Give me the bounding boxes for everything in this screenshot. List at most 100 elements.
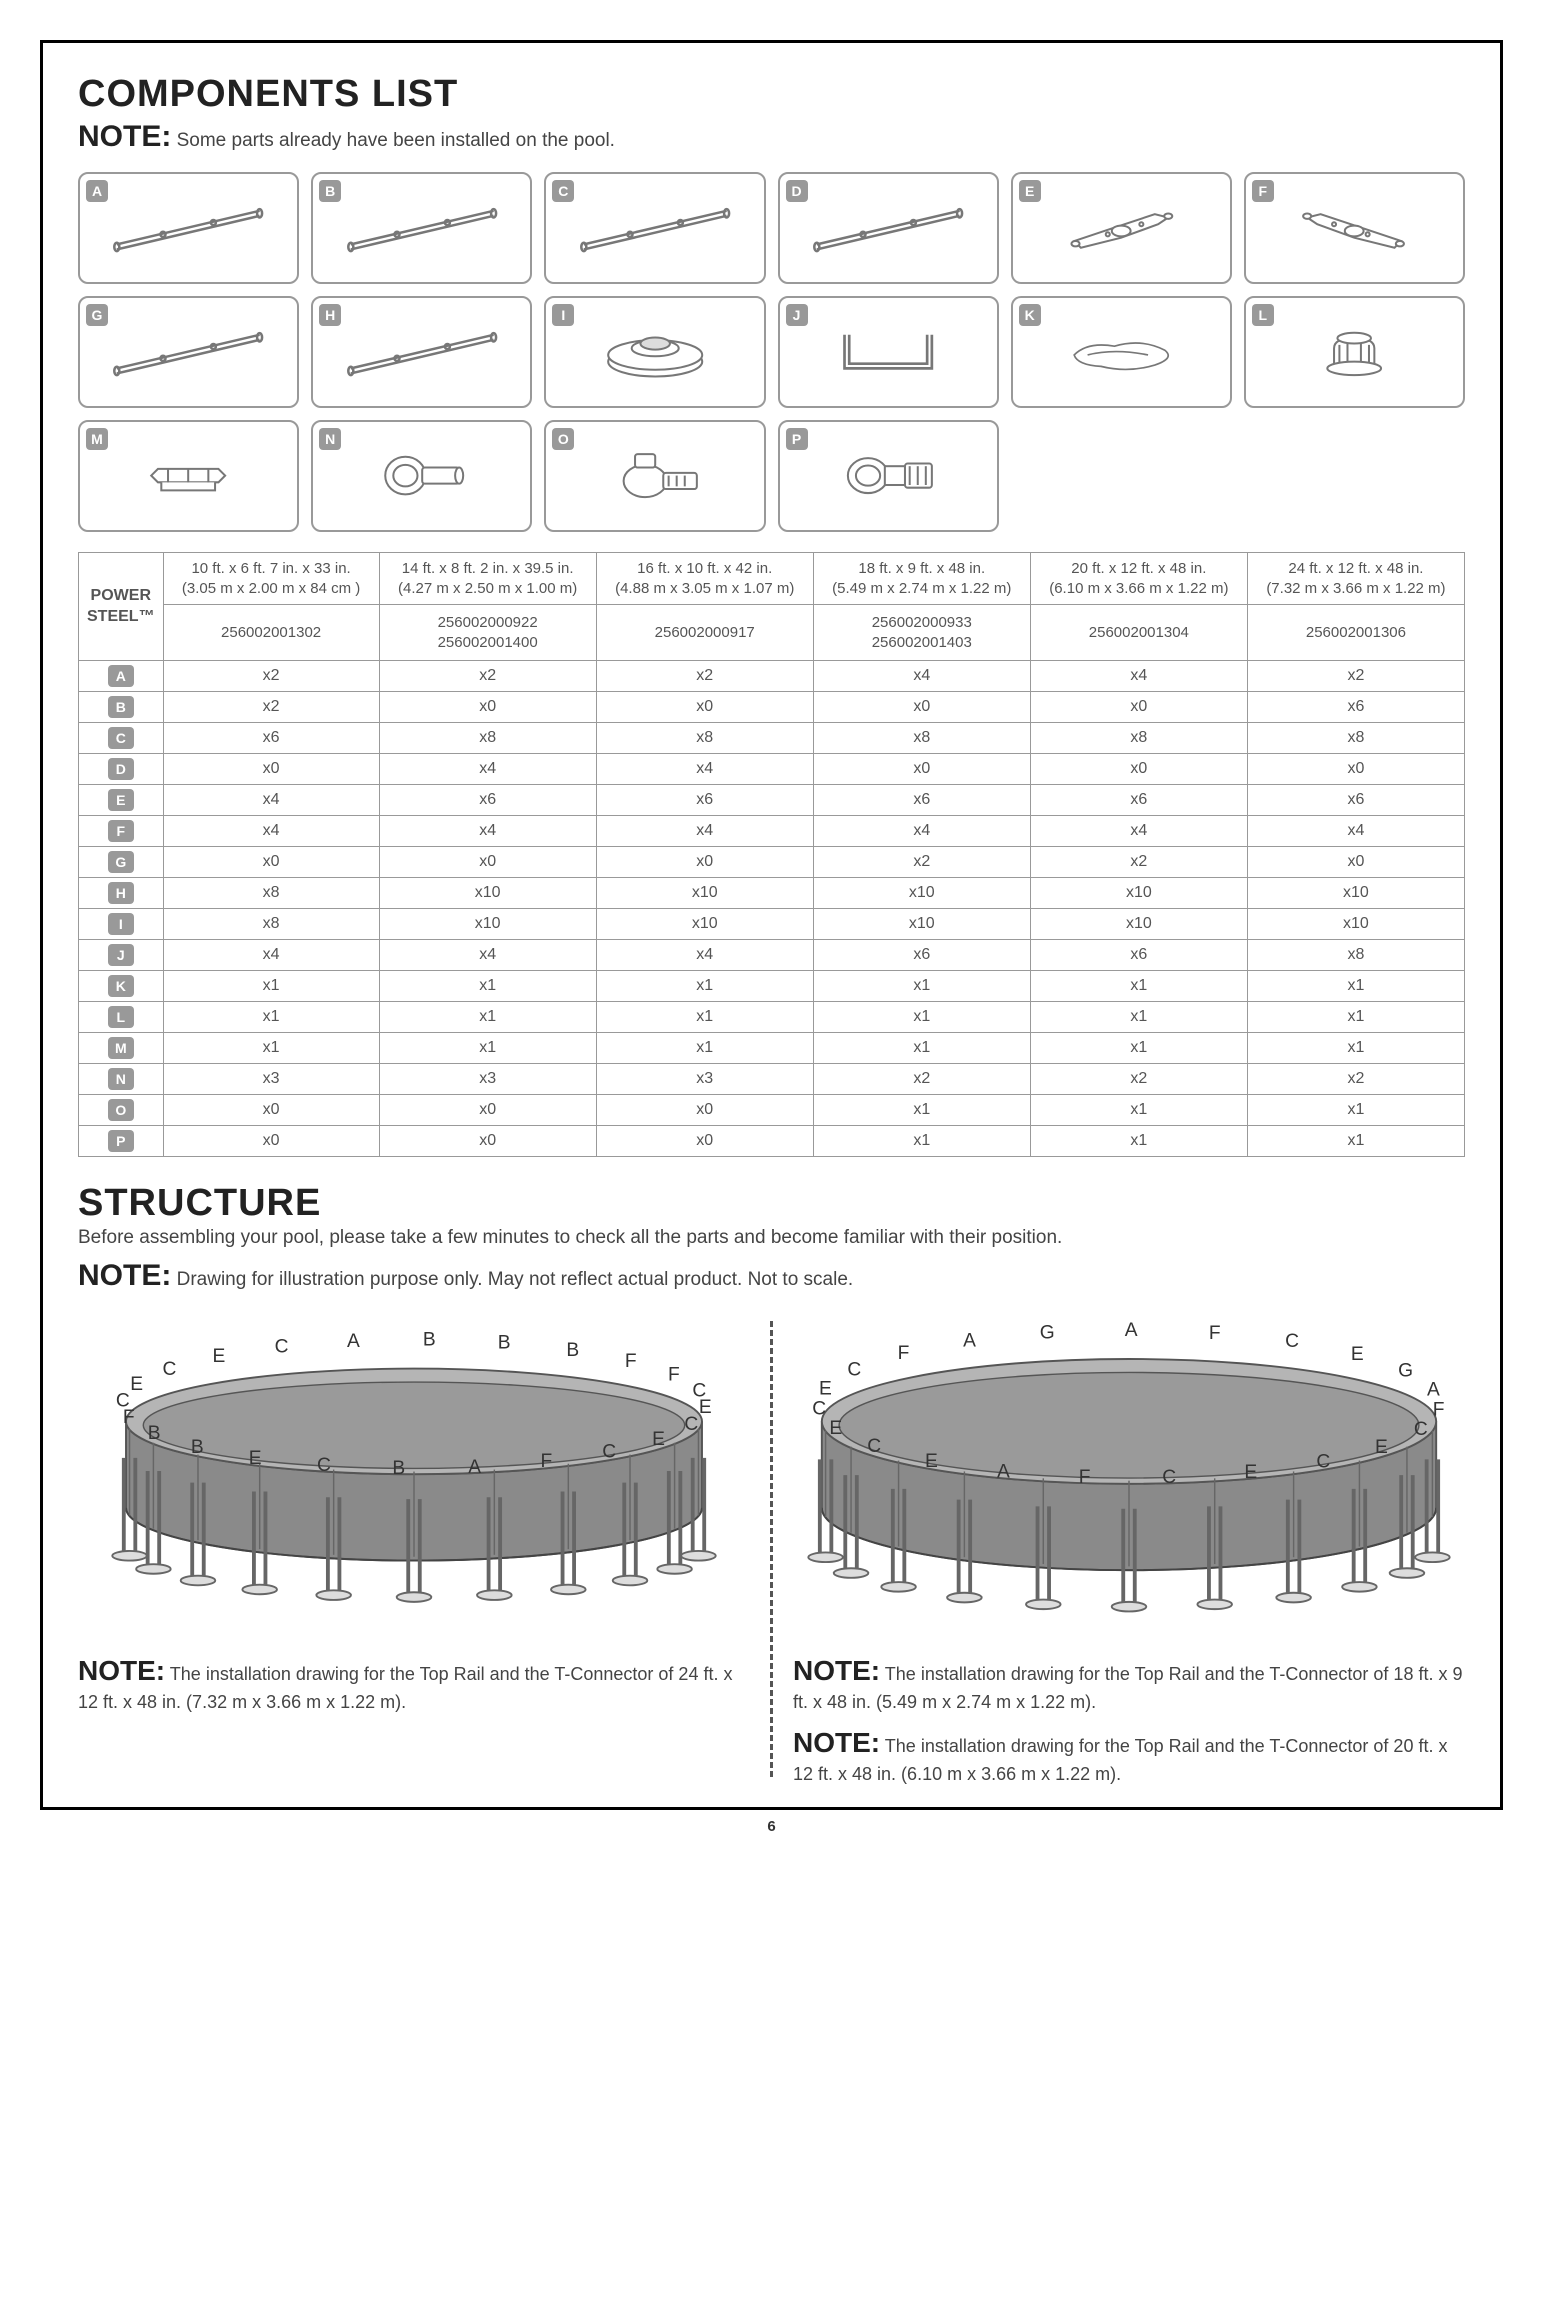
- component-letter: E: [1019, 180, 1041, 202]
- row-letter-A: A: [79, 661, 164, 692]
- qty-cell: x6: [596, 785, 813, 816]
- qty-cell: x1: [1247, 1095, 1464, 1126]
- right-note-1: NOTE: The installation drawing for the T…: [793, 1652, 1465, 1714]
- svg-text:F: F: [1079, 1467, 1091, 1488]
- qty-cell: x2: [1030, 847, 1247, 878]
- component-box-H: H: [311, 296, 532, 408]
- table-row: Kx1x1x1x1x1x1: [79, 971, 1465, 1002]
- qty-cell: x0: [1247, 754, 1464, 785]
- qty-cell: x0: [379, 692, 596, 723]
- qty-cell: x6: [813, 940, 1030, 971]
- svg-text:A: A: [997, 1461, 1010, 1482]
- svg-text:C: C: [275, 1337, 289, 1358]
- component-letter: F: [1252, 180, 1274, 202]
- qty-cell: x0: [163, 754, 379, 785]
- component-box-E: E: [1011, 172, 1232, 284]
- svg-text:B: B: [423, 1330, 436, 1351]
- svg-text:B: B: [566, 1340, 579, 1361]
- structure-note-top: NOTE: Drawing for illustration purpose o…: [78, 1259, 1465, 1293]
- components-note: NOTE: Some parts already have been insta…: [78, 120, 1465, 154]
- right-note-2: NOTE: The installation drawing for the T…: [793, 1724, 1465, 1786]
- table-row: Lx1x1x1x1x1x1: [79, 1002, 1465, 1033]
- qty-cell: x8: [1247, 723, 1464, 754]
- size-header-0: 10 ft. x 6 ft. 7 in. x 33 in.(3.05 m x 2…: [163, 553, 379, 605]
- svg-text:A: A: [347, 1331, 360, 1352]
- qty-cell: x1: [813, 971, 1030, 1002]
- qty-cell: x3: [379, 1064, 596, 1095]
- component-box-N: N: [311, 420, 532, 532]
- qty-cell: x0: [596, 692, 813, 723]
- svg-text:E: E: [819, 1378, 832, 1399]
- svg-text:E: E: [130, 1374, 143, 1395]
- qty-cell: x2: [596, 661, 813, 692]
- qty-cell: x1: [813, 1095, 1030, 1126]
- qty-cell: x10: [813, 878, 1030, 909]
- svg-text:E: E: [212, 1346, 225, 1367]
- pool-diagram-left: FCECECFABCEBBFCECECABBBF: [78, 1311, 750, 1637]
- qty-cell: x2: [813, 847, 1030, 878]
- qty-cell: x8: [1247, 940, 1464, 971]
- svg-text:B: B: [148, 1423, 161, 1444]
- row-letter-L: L: [79, 1002, 164, 1033]
- svg-text:C: C: [847, 1359, 861, 1380]
- qty-cell: x0: [163, 847, 379, 878]
- note-text: Some parts already have been installed o…: [177, 130, 615, 151]
- svg-text:C: C: [162, 1359, 176, 1380]
- row-letter-K: K: [79, 971, 164, 1002]
- table-row: Ex4x6x6x6x6x6: [79, 785, 1465, 816]
- note-label: NOTE:: [78, 1655, 165, 1686]
- structure-diagrams: FCECECFABCEBBFCECECABBBF NOTE: The insta…: [78, 1311, 1465, 1787]
- table-row: Dx0x4x4x0x0x0: [79, 754, 1465, 785]
- svg-text:F: F: [668, 1365, 680, 1386]
- qty-cell: x0: [379, 1095, 596, 1126]
- table-row: Jx4x4x4x6x6x8: [79, 940, 1465, 971]
- qty-cell: x4: [379, 940, 596, 971]
- qty-cell: x0: [163, 1126, 379, 1157]
- row-letter-B: B: [79, 692, 164, 723]
- qty-cell: x4: [596, 754, 813, 785]
- component-box-J: J: [778, 296, 999, 408]
- structure-left: FCECECFABCEBBFCECECABBBF NOTE: The insta…: [78, 1311, 750, 1714]
- qty-cell: x4: [1030, 816, 1247, 847]
- svg-text:C: C: [317, 1455, 331, 1476]
- component-box-I: I: [544, 296, 765, 408]
- row-letter-E: E: [79, 785, 164, 816]
- qty-cell: x1: [1030, 1095, 1247, 1126]
- qty-cell: x4: [1247, 816, 1464, 847]
- qty-cell: x10: [379, 878, 596, 909]
- table-row: Fx4x4x4x4x4x4: [79, 816, 1465, 847]
- model-cell-4: 256002001304: [1030, 605, 1247, 661]
- qty-cell: x4: [163, 785, 379, 816]
- component-box-K: K: [1011, 296, 1232, 408]
- component-letter: B: [319, 180, 341, 202]
- empty-slot: [1011, 420, 1232, 532]
- row-letter-I: I: [79, 909, 164, 940]
- svg-text:E: E: [829, 1418, 842, 1439]
- table-row: Gx0x0x0x2x2x0: [79, 847, 1465, 878]
- svg-text:E: E: [1244, 1462, 1257, 1483]
- table-row: Nx3x3x3x2x2x2: [79, 1064, 1465, 1095]
- qty-cell: x1: [1247, 971, 1464, 1002]
- component-box-A: A: [78, 172, 299, 284]
- pool-diagram-right: GAFCECECFAECECECFAGAFCE: [793, 1311, 1465, 1637]
- svg-text:C: C: [116, 1391, 130, 1412]
- component-letter: H: [319, 304, 341, 326]
- svg-text:B: B: [392, 1458, 405, 1479]
- svg-text:E: E: [652, 1429, 665, 1450]
- component-box-O: O: [544, 420, 765, 532]
- svg-text:A: A: [963, 1330, 976, 1351]
- power-steel-label: POWER STEEL™: [79, 553, 164, 661]
- component-letter: P: [786, 428, 808, 450]
- qty-cell: x3: [596, 1064, 813, 1095]
- model-cell-0: 256002001302: [163, 605, 379, 661]
- size-header-4: 20 ft. x 12 ft. x 48 in.(6.10 m x 3.66 m…: [1030, 553, 1247, 605]
- row-letter-M: M: [79, 1033, 164, 1064]
- qty-cell: x6: [1247, 785, 1464, 816]
- qty-cell: x4: [813, 661, 1030, 692]
- qty-cell: x8: [1030, 723, 1247, 754]
- qty-cell: x0: [813, 754, 1030, 785]
- qty-cell: x1: [596, 1002, 813, 1033]
- note-label: NOTE:: [793, 1727, 880, 1758]
- svg-text:B: B: [191, 1437, 204, 1458]
- svg-text:G: G: [1398, 1360, 1413, 1381]
